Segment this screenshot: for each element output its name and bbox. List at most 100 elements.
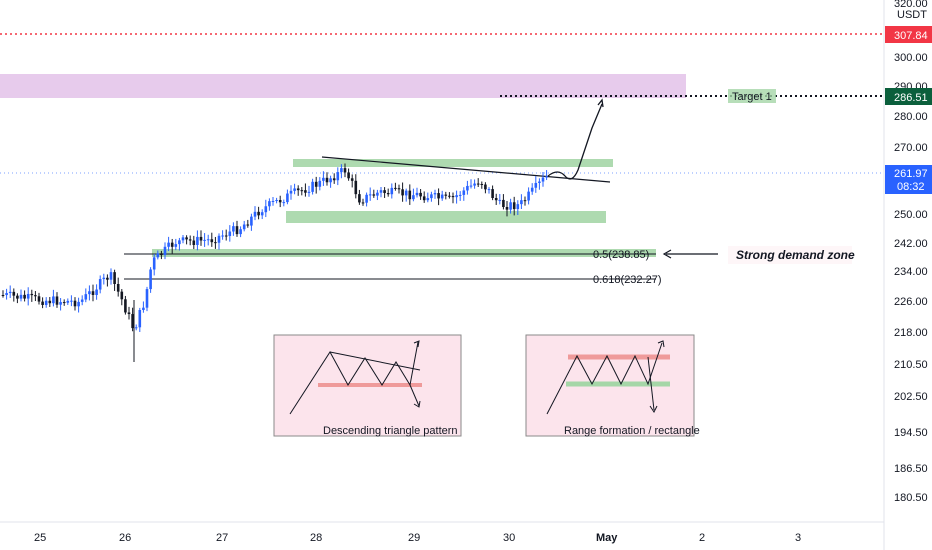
svg-text:286.51: 286.51 [894, 92, 928, 104]
candle-body [545, 176, 548, 178]
price-tag-current: 261.97 08:32 [885, 165, 932, 194]
candle-body [487, 189, 491, 191]
price-tag-target: 286.51 [885, 88, 932, 105]
candle-body [318, 180, 322, 187]
candle-body [181, 237, 185, 241]
svg-text:261.97: 261.97 [894, 168, 928, 180]
candle-body [516, 204, 520, 210]
candle-body [62, 302, 66, 304]
candle-body [48, 300, 52, 304]
candle-body [332, 178, 336, 181]
candle-body [458, 194, 462, 196]
candle-body [426, 198, 430, 201]
candle-body [131, 314, 134, 329]
demand-label: Strong demand zone [736, 248, 855, 262]
candle-body [350, 178, 354, 181]
candle-body [106, 277, 109, 280]
candle-body [199, 236, 203, 241]
candle-body [127, 312, 131, 315]
candle-body [95, 289, 98, 295]
y-tick: 218.00 [894, 327, 928, 339]
candle-body [156, 253, 160, 258]
candle-body [365, 194, 368, 203]
candle-body [34, 295, 37, 297]
candle-body [390, 187, 394, 195]
candle-body [160, 253, 163, 256]
candle-body [113, 272, 116, 284]
candle-body [19, 294, 23, 299]
candle-body [271, 201, 275, 203]
candle-body [142, 307, 145, 310]
candle-body [358, 194, 361, 203]
candle-body [314, 181, 318, 187]
candle-body [451, 196, 455, 198]
candle-body [336, 172, 340, 181]
price-tag-red: 307.84 [885, 26, 932, 43]
candle-body [120, 291, 124, 300]
y-tick: 300.00 [894, 52, 928, 64]
candle-body [329, 178, 332, 183]
range-top-zone [293, 159, 613, 167]
x-tick-27: 27 [216, 532, 228, 544]
candle-body [232, 226, 235, 232]
candle-body [502, 199, 505, 208]
candle-body [174, 244, 178, 247]
candle-body [541, 177, 545, 182]
candle-body [278, 200, 282, 203]
candle-body [167, 242, 170, 247]
candle-body [192, 240, 196, 245]
x-tick-2: 2 [699, 532, 705, 544]
candle-body [260, 212, 264, 216]
candle-body [134, 327, 138, 329]
candle-body [523, 200, 527, 202]
x-tick-26: 26 [119, 532, 131, 544]
candle-body [77, 301, 80, 307]
fib-0.5-label: 0.5(238.85) [593, 249, 649, 261]
x-tick-25: 25 [34, 532, 46, 544]
candle-body [163, 246, 167, 256]
candle-body [16, 295, 19, 299]
candle-body [415, 192, 419, 196]
candle-body [84, 294, 88, 300]
candle-body [203, 239, 206, 241]
y-tick: 210.50 [894, 359, 928, 371]
demand-label-bg [728, 246, 852, 264]
candle-body [152, 257, 156, 270]
candle-body [66, 300, 70, 303]
y-tick: 180.50 [894, 492, 928, 504]
supply-zone [0, 74, 686, 98]
candle-body [275, 200, 278, 202]
candle-body [44, 300, 48, 305]
candle-body [466, 185, 469, 191]
candle-body [8, 291, 12, 294]
candle-body [55, 296, 59, 305]
candle-body [37, 296, 41, 302]
range-bottom-zone [286, 211, 606, 223]
candle-body [394, 187, 397, 189]
y-tick: 194.50 [894, 427, 928, 439]
candle-body [325, 177, 329, 183]
candle-body [361, 202, 365, 204]
candle-body [476, 183, 480, 185]
candle-body [88, 291, 91, 295]
candle-body [534, 182, 538, 188]
projection-arrowhead [597, 98, 604, 108]
candle-body [343, 168, 347, 173]
y-tick: 202.50 [894, 391, 928, 403]
candle-body [322, 177, 325, 181]
x-tick-29: 29 [408, 532, 420, 544]
x-tick-3: 3 [795, 532, 801, 544]
candle-body [455, 195, 458, 198]
candle-body [235, 226, 239, 235]
candle-body [430, 194, 433, 199]
candle-body [12, 291, 16, 296]
candle-body [480, 184, 484, 186]
candle-body [149, 269, 152, 290]
candle-body [59, 302, 62, 305]
candle-body [311, 181, 314, 192]
candle-body [221, 235, 224, 237]
candle-body [253, 211, 257, 217]
candle-body [289, 190, 293, 194]
candle-body [196, 236, 199, 245]
